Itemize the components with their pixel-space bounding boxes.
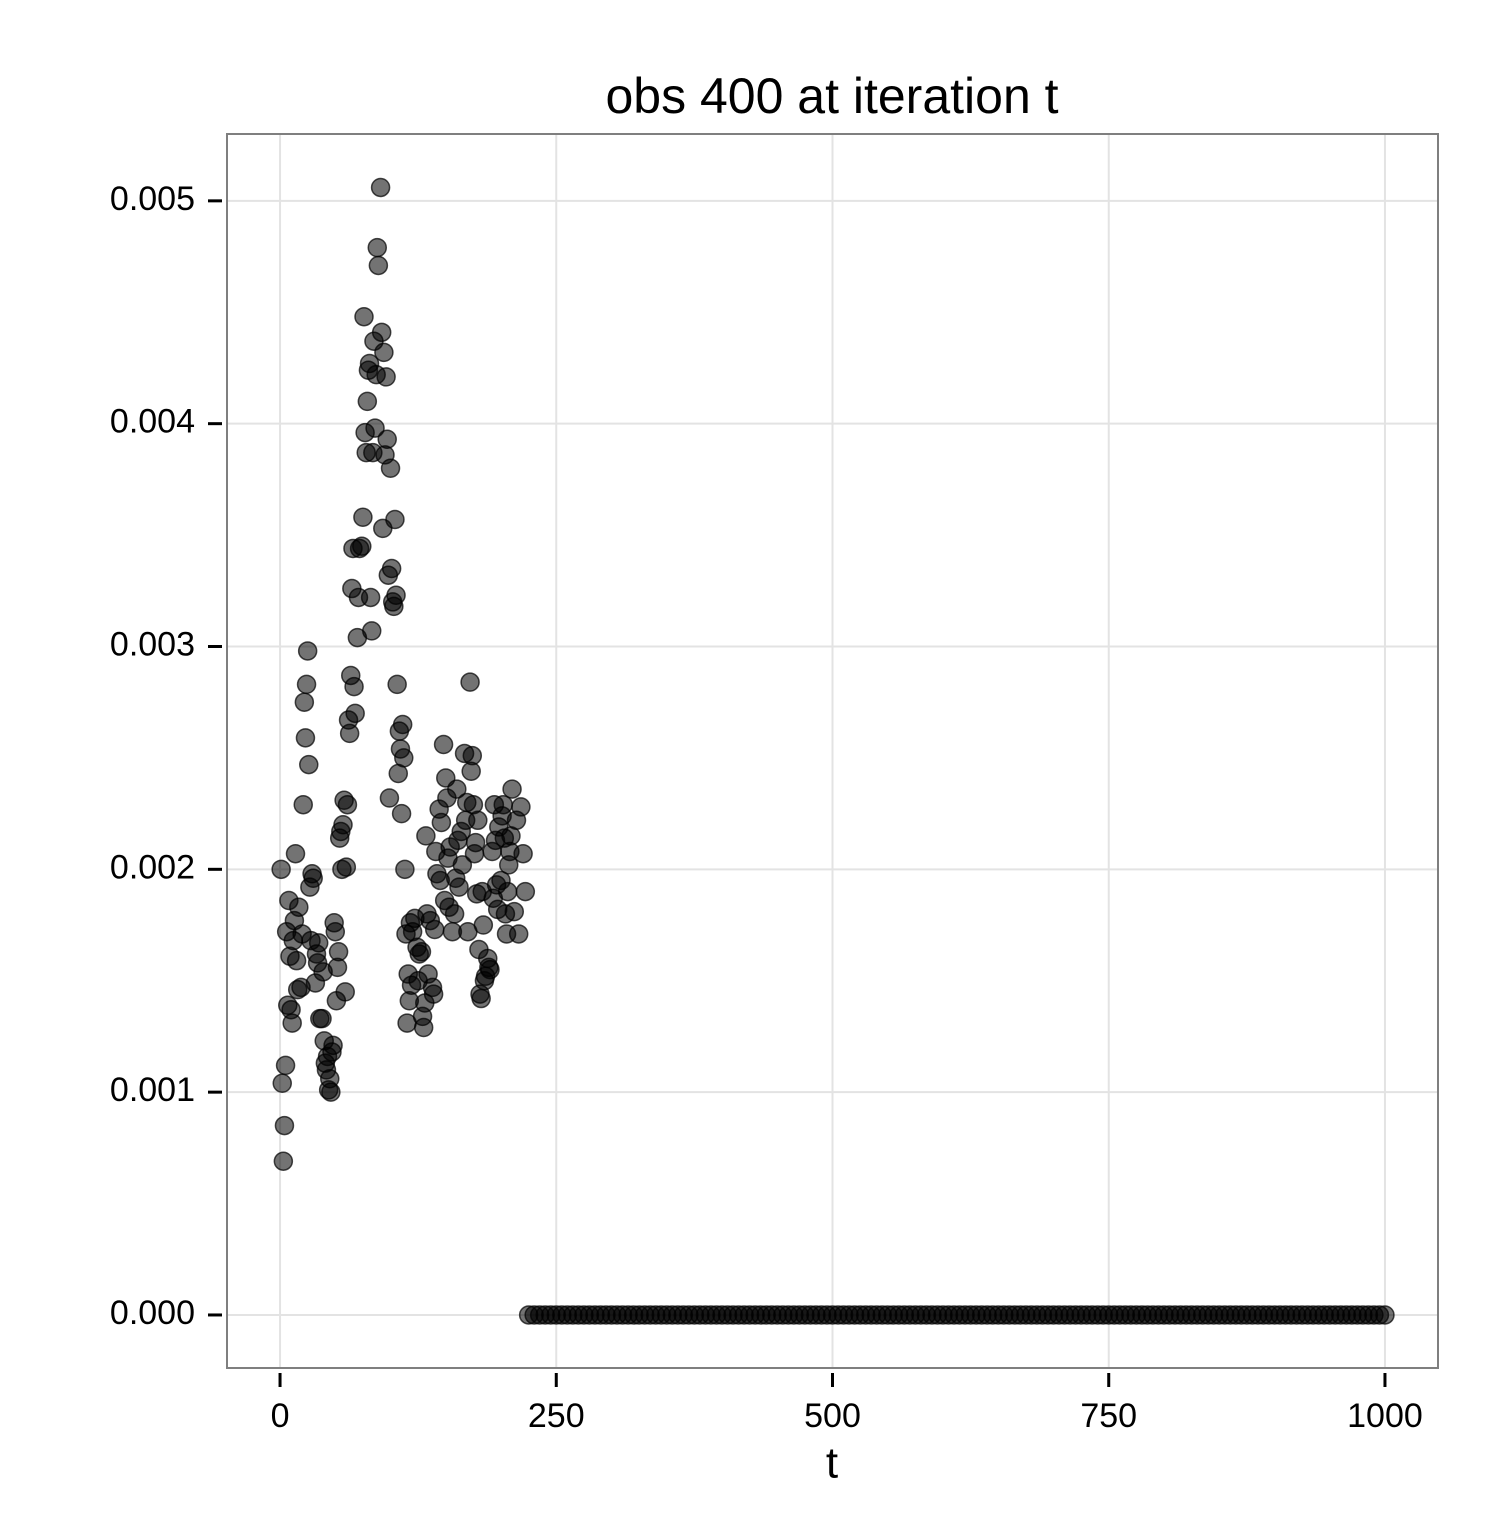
point (345, 703, 365, 724)
point (449, 877, 469, 897)
point (480, 959, 500, 980)
point (289, 897, 309, 917)
point (336, 857, 357, 877)
point (333, 815, 353, 835)
point (1375, 1305, 1395, 1325)
point (395, 859, 415, 880)
point (473, 915, 494, 935)
point (370, 177, 391, 198)
point (452, 855, 473, 875)
plot-border (226, 133, 1439, 1369)
point (392, 714, 413, 735)
point (508, 924, 529, 944)
point (391, 803, 412, 824)
point (471, 988, 491, 1009)
point (465, 832, 486, 853)
point (285, 843, 306, 864)
point (337, 794, 358, 815)
point (381, 558, 402, 579)
point (411, 942, 432, 962)
point (273, 1151, 294, 1171)
y-tick-label: 0.001 (110, 1071, 195, 1109)
point (413, 1017, 434, 1038)
point (387, 674, 407, 695)
point (462, 745, 483, 766)
point (293, 794, 313, 815)
point (328, 942, 349, 962)
point (275, 1055, 296, 1076)
point (339, 723, 360, 744)
point (295, 728, 316, 748)
point (497, 881, 518, 902)
point (321, 1082, 341, 1102)
point (308, 933, 329, 953)
x-tick-label: 750 (1080, 1397, 1137, 1435)
point (344, 676, 364, 697)
point (296, 674, 317, 695)
x-tick-label: 1000 (1347, 1397, 1423, 1435)
y-tick-label: 0.005 (110, 180, 195, 218)
point (325, 921, 346, 942)
y-tick-label: 0.003 (110, 625, 195, 663)
point (416, 826, 436, 846)
y-tick-label: 0.004 (110, 403, 195, 441)
point (323, 1035, 343, 1056)
point (352, 536, 372, 556)
point (354, 306, 374, 327)
y-tick-label: 0.000 (110, 1294, 195, 1332)
point (282, 1013, 302, 1033)
point (447, 779, 467, 799)
point (431, 812, 452, 833)
point (433, 734, 454, 755)
point (353, 507, 373, 528)
point (377, 429, 397, 450)
point (367, 237, 388, 258)
point (515, 881, 536, 902)
point (385, 509, 405, 530)
point (303, 868, 323, 888)
point (271, 859, 291, 880)
point (424, 919, 445, 940)
point (365, 418, 385, 438)
x-tick-label: 250 (528, 1397, 585, 1435)
point (504, 901, 525, 922)
x-tick-label: 0 (271, 1397, 290, 1435)
point (312, 1008, 332, 1029)
point (361, 621, 382, 641)
point (294, 692, 315, 712)
chart-title: obs 400 at iteration t (605, 68, 1058, 124)
point (272, 1073, 292, 1093)
x-axis-label: t (826, 1439, 838, 1488)
point (511, 797, 531, 817)
point (335, 982, 355, 1002)
point (380, 458, 401, 478)
point (297, 641, 318, 661)
point (376, 367, 396, 387)
y-tick-label: 0.002 (110, 848, 195, 886)
point (379, 788, 400, 808)
point (386, 585, 406, 605)
point (468, 810, 488, 831)
point (423, 984, 444, 1004)
point (274, 1115, 295, 1136)
x-tick-label: 500 (804, 1397, 861, 1435)
point (357, 391, 378, 412)
point (360, 587, 381, 608)
point (368, 255, 389, 276)
point (513, 843, 533, 864)
point (286, 950, 307, 971)
point (502, 779, 522, 799)
point (394, 748, 414, 768)
point (299, 754, 319, 775)
point (460, 672, 480, 692)
point (371, 322, 392, 343)
point (374, 342, 394, 363)
point (444, 904, 465, 924)
